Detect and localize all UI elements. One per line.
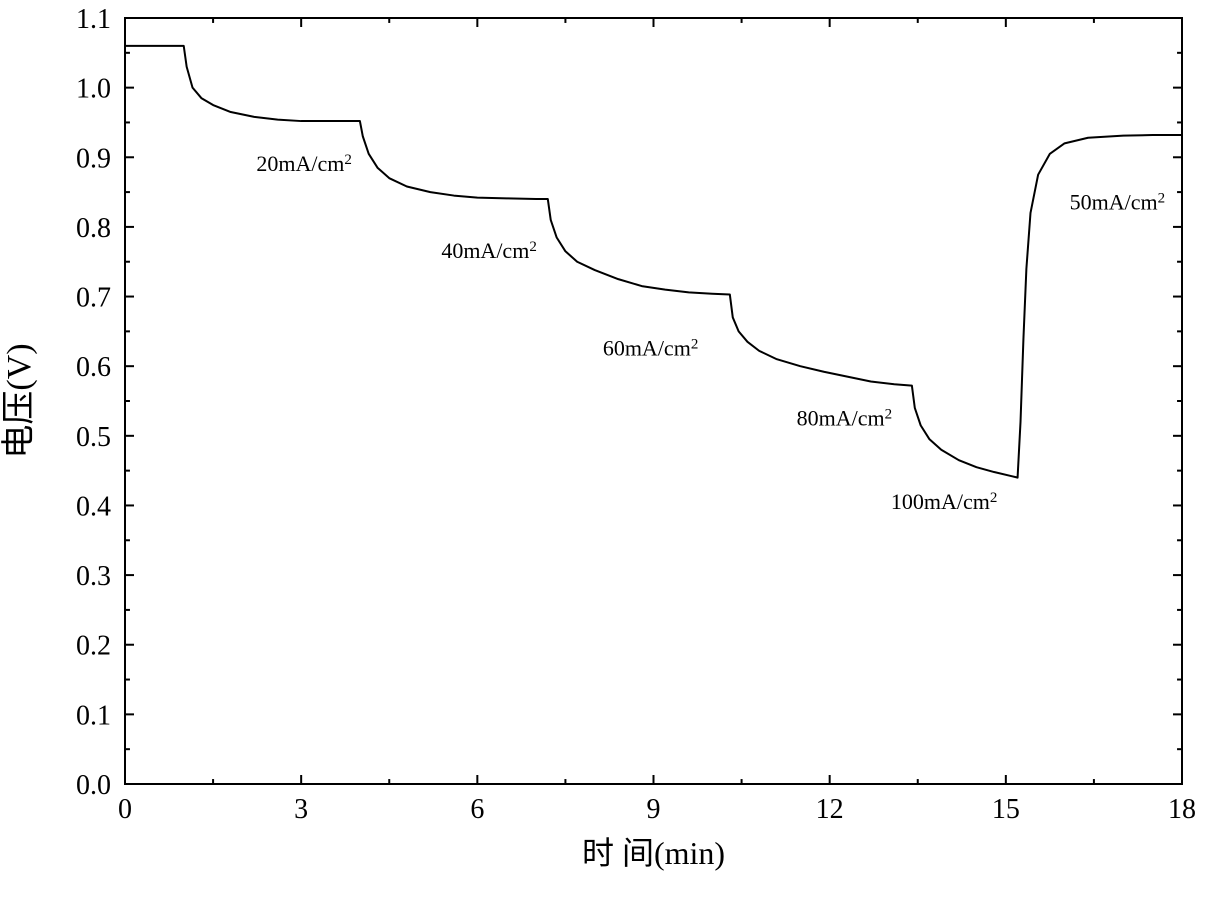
x-axis-label: 时 间(min) — [582, 835, 725, 871]
y-tick-label: 0.1 — [76, 700, 111, 731]
x-tick-label: 15 — [992, 794, 1020, 825]
annotation-label: 80mA/cm2 — [797, 405, 893, 430]
y-tick-label: 1.1 — [76, 4, 111, 35]
y-axis-label: 电压(V) — [0, 343, 38, 458]
annotation-label: 20mA/cm2 — [256, 151, 352, 176]
chart-svg: 0 3 6 9 12 15 18 0.0 0.1 0.2 0.3 0.4 0.5 0.6 0.7 0.8 0.9… — [0, 0, 1214, 904]
y-tick-label: 0.8 — [76, 213, 111, 244]
x-tick-label: 6 — [470, 794, 484, 825]
y-tick-label: 0.6 — [76, 352, 111, 383]
x-tick-label: 18 — [1168, 794, 1196, 825]
annotation-label: 40mA/cm2 — [441, 238, 536, 263]
y-tick-label: 0.4 — [76, 491, 111, 522]
y-tick-label: 0.3 — [76, 561, 111, 592]
x-tick-label: 9 — [647, 794, 661, 825]
y-tick-label: 0.9 — [76, 143, 111, 174]
annotation-label: 50mA/cm2 — [1070, 190, 1166, 215]
annotation-label: 100mA/cm2 — [891, 489, 998, 514]
y-tick-label: 0.0 — [76, 770, 111, 801]
y-tick-label: 1.0 — [76, 74, 111, 105]
y-tick-label: 0.7 — [76, 283, 111, 314]
y-tick-label: 0.2 — [76, 631, 111, 662]
y-tick-label: 0.5 — [76, 422, 111, 453]
x-tick-label: 0 — [118, 794, 132, 825]
x-tick-label: 12 — [816, 794, 844, 825]
annotation-label: 60mA/cm2 — [603, 336, 699, 361]
voltage-curve — [125, 46, 1182, 478]
plot-border — [125, 18, 1182, 784]
x-tick-label: 3 — [294, 794, 308, 825]
voltage-time-chart: 0 3 6 9 12 15 18 0.0 0.1 0.2 0.3 0.4 0.5 0.6 0.7 0.8 0.9… — [0, 0, 1214, 904]
